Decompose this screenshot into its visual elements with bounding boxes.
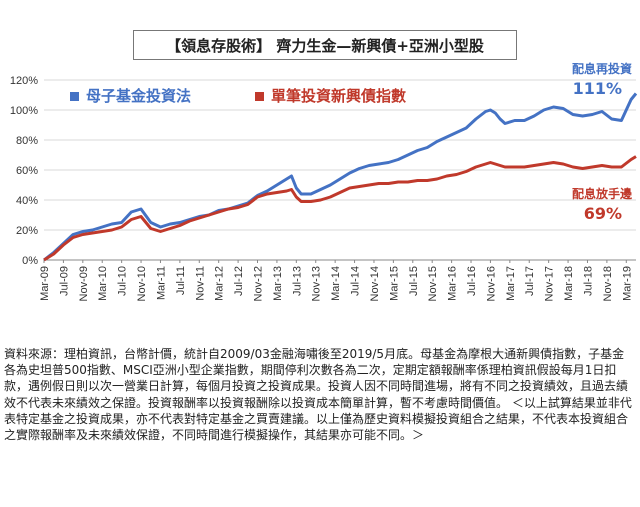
x-tick-label: Mar-14 xyxy=(330,266,342,301)
legend-label-1: 母子基金投資法 xyxy=(86,87,191,105)
series-line-1 xyxy=(43,92,638,262)
x-tick-label: Jul-09 xyxy=(58,266,70,296)
x-tick-label: Jul-15 xyxy=(408,266,420,296)
line-chart: 0% 20% 40% 60% 80% 100% 120% Mar-09 Jul-09 Nov-09… xyxy=(10,61,638,301)
y-tick-label: 60% xyxy=(16,165,38,177)
y-tick-label: 100% xyxy=(10,105,38,117)
source-note: 資料來源：理柏資訊，台幣計價，統計自2009/03金融海嘯後至2019/5月底。… xyxy=(4,347,632,443)
x-tick-label: Nov-11 xyxy=(194,266,206,301)
x-tick-label: Jul-10 xyxy=(117,266,129,296)
series-line-2 xyxy=(43,155,637,262)
x-tick-label: Nov-10 xyxy=(136,266,148,301)
x-tick-label: Nov-09 xyxy=(78,266,90,301)
x-tick-label: Nov-14 xyxy=(369,266,381,301)
x-tick-label: Mar-16 xyxy=(447,266,459,301)
legend-label-2: 單筆投資新興債指數 xyxy=(271,87,406,105)
x-tick-label: Mar-13 xyxy=(272,266,284,301)
x-tick-label: Nov-12 xyxy=(253,266,265,301)
x-tick-label: Mar-11 xyxy=(155,266,167,300)
annotation-label-reinvest: 配息再投資 xyxy=(572,61,632,76)
x-tick-label: Jul-17 xyxy=(524,266,536,296)
x-tick-label: Jul-12 xyxy=(233,266,245,296)
x-tick-label: Mar-12 xyxy=(214,266,226,301)
y-tick-label: 80% xyxy=(16,135,38,147)
x-tick-label: Mar-09 xyxy=(39,266,51,301)
x-tick-label: Mar-17 xyxy=(505,266,517,301)
annotation-value-reinvest: 111% xyxy=(573,79,622,98)
x-tick-label: Jul-14 xyxy=(350,266,362,296)
x-tick-label: Mar-19 xyxy=(621,266,633,301)
x-tick-label: Nov-13 xyxy=(311,266,323,301)
x-tick-label: Mar-18 xyxy=(563,266,575,301)
x-tick-label: Mar-15 xyxy=(388,266,400,301)
y-tick-label: 40% xyxy=(16,195,38,207)
x-tick-label: Nov-18 xyxy=(602,266,614,301)
x-tick-label: Jul-13 xyxy=(291,266,303,296)
x-tick-label: Jul-18 xyxy=(582,266,594,296)
y-tick-label: 20% xyxy=(16,225,38,237)
x-tick-label: Jul-11 xyxy=(175,266,187,295)
annotation-value-payout: 69% xyxy=(584,204,622,223)
chart-title: 【領息存股術】 齊力生金—新興債+亞洲小型股 xyxy=(133,30,517,60)
y-tick-label: 0% xyxy=(22,255,38,267)
legend-swatch-1 xyxy=(70,92,79,101)
annotation-label-payout: 配息放手邊 xyxy=(572,186,632,201)
legend-swatch-2 xyxy=(255,92,264,101)
x-tick-label: Mar-10 xyxy=(97,266,109,301)
x-tick-label: Nov-16 xyxy=(485,266,497,301)
x-tick-label: Nov-17 xyxy=(544,266,556,301)
x-tick-label: Jul-16 xyxy=(466,266,478,296)
y-tick-label: 120% xyxy=(10,75,38,87)
x-tick-label: Nov-15 xyxy=(427,266,439,301)
